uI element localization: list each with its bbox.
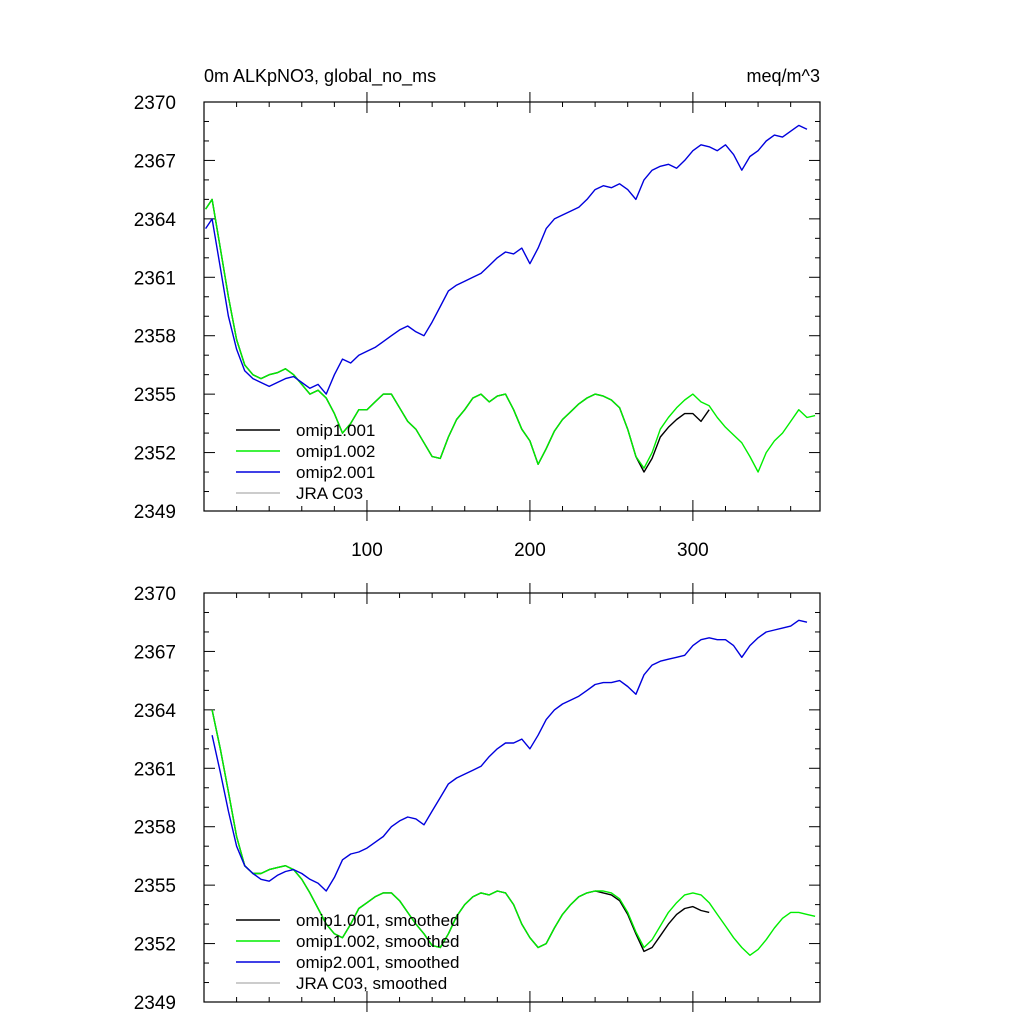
chart-title: 0m ALKpNO3, global_no_ms (204, 66, 436, 87)
series-line-omip2-001-smoothed (211, 619, 808, 892)
y-tick-label: 2358 (134, 818, 176, 839)
legend-label: JRA C03, smoothed (296, 974, 447, 993)
top-axis-ticks: 2349 2352 2355 2358 2361 2364 2367 2370 100 200 30… (134, 92, 820, 561)
bottom-legend: omip1.001, smoothed omip1.002, smoothed om… (236, 911, 460, 993)
y-tick-label: 2352 (134, 935, 176, 956)
legend-label: omip1.002 (296, 442, 375, 461)
y-tick-label: 2355 (134, 876, 176, 897)
legend-label: omip1.002, smoothed (296, 932, 460, 951)
x-tick-label: 200 (514, 540, 546, 561)
y-tick-label: 2349 (134, 993, 176, 1014)
y-tick-label: 2355 (134, 385, 176, 406)
y-tick-label: 2358 (134, 327, 176, 348)
top-series-lines (205, 124, 816, 473)
series-line-omip1-002-smoothed (211, 709, 816, 956)
top-plot-frame (203, 101, 821, 512)
legend-label: omip1.001, smoothed (296, 911, 460, 930)
legend-label: omip2.001 (296, 463, 375, 482)
bottom-plot-frame (203, 592, 821, 1003)
bottom-axis-ticks: 2349 2352 2355 2358 2361 2364 2367 2370 (134, 583, 820, 1014)
y-tick-label: 2352 (134, 444, 176, 465)
series-line-omip2-001 (205, 124, 808, 395)
legend-label: omip2.001, smoothed (296, 953, 460, 972)
y-tick-label: 2361 (134, 268, 176, 289)
panel-top: 0m ALKpNO3, global_no_ms meq/m^3 2349 235… (134, 66, 821, 561)
series-line-omip1-001 (205, 198, 710, 473)
y-tick-label: 2364 (134, 701, 177, 722)
bottom-series-lines (211, 619, 816, 956)
y-tick-label: 2370 (134, 584, 176, 605)
units-label: meq/m^3 (747, 66, 820, 86)
y-tick-label: 2361 (134, 759, 176, 780)
legend-label: omip1.001 (296, 421, 375, 440)
y-tick-label: 2364 (134, 210, 177, 231)
x-tick-label: 100 (351, 540, 383, 561)
y-tick-label: 2367 (134, 151, 176, 172)
top-legend: omip1.001 omip1.002 omip2.001 JRA C03 (236, 421, 375, 503)
series-line-omip1-002 (205, 198, 816, 473)
panel-bottom: 2349 2352 2355 2358 2361 2364 2367 2370 omip1.0… (134, 583, 821, 1014)
y-tick-label: 2367 (134, 642, 176, 663)
series-line-omip1-001-smoothed (211, 709, 710, 953)
legend-label: JRA C03 (296, 484, 363, 503)
y-tick-label: 2370 (134, 93, 176, 114)
y-tick-label: 2349 (134, 502, 176, 523)
x-tick-label: 300 (677, 540, 709, 561)
